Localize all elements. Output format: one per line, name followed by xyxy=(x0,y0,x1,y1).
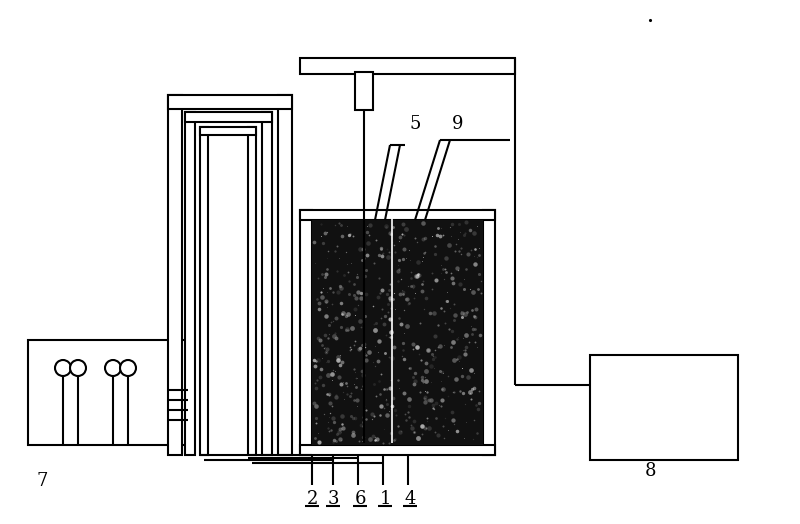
Bar xyxy=(185,112,272,122)
Bar xyxy=(355,72,373,110)
Text: 3: 3 xyxy=(327,490,338,508)
Text: 1: 1 xyxy=(379,490,390,508)
Text: 6: 6 xyxy=(354,490,366,508)
Bar xyxy=(262,112,272,455)
Bar xyxy=(200,127,208,455)
Circle shape xyxy=(120,360,136,376)
Circle shape xyxy=(105,360,121,376)
Circle shape xyxy=(55,360,71,376)
Text: 8: 8 xyxy=(644,462,656,480)
Bar xyxy=(312,220,483,445)
Bar xyxy=(590,355,738,460)
Bar xyxy=(28,340,188,445)
Bar xyxy=(483,210,495,455)
Text: 4: 4 xyxy=(404,490,416,508)
Circle shape xyxy=(70,360,86,376)
Bar xyxy=(248,127,256,455)
Bar xyxy=(168,95,182,455)
Text: 2: 2 xyxy=(306,490,318,508)
Bar xyxy=(300,210,312,455)
Bar xyxy=(168,95,292,109)
Bar xyxy=(300,210,495,220)
Bar xyxy=(200,127,256,135)
Text: 7: 7 xyxy=(36,472,48,490)
Bar xyxy=(185,112,195,455)
Text: 9: 9 xyxy=(452,115,464,133)
Text: 5: 5 xyxy=(410,115,421,133)
Bar xyxy=(300,58,515,74)
Bar xyxy=(278,95,292,455)
Bar xyxy=(300,445,495,455)
